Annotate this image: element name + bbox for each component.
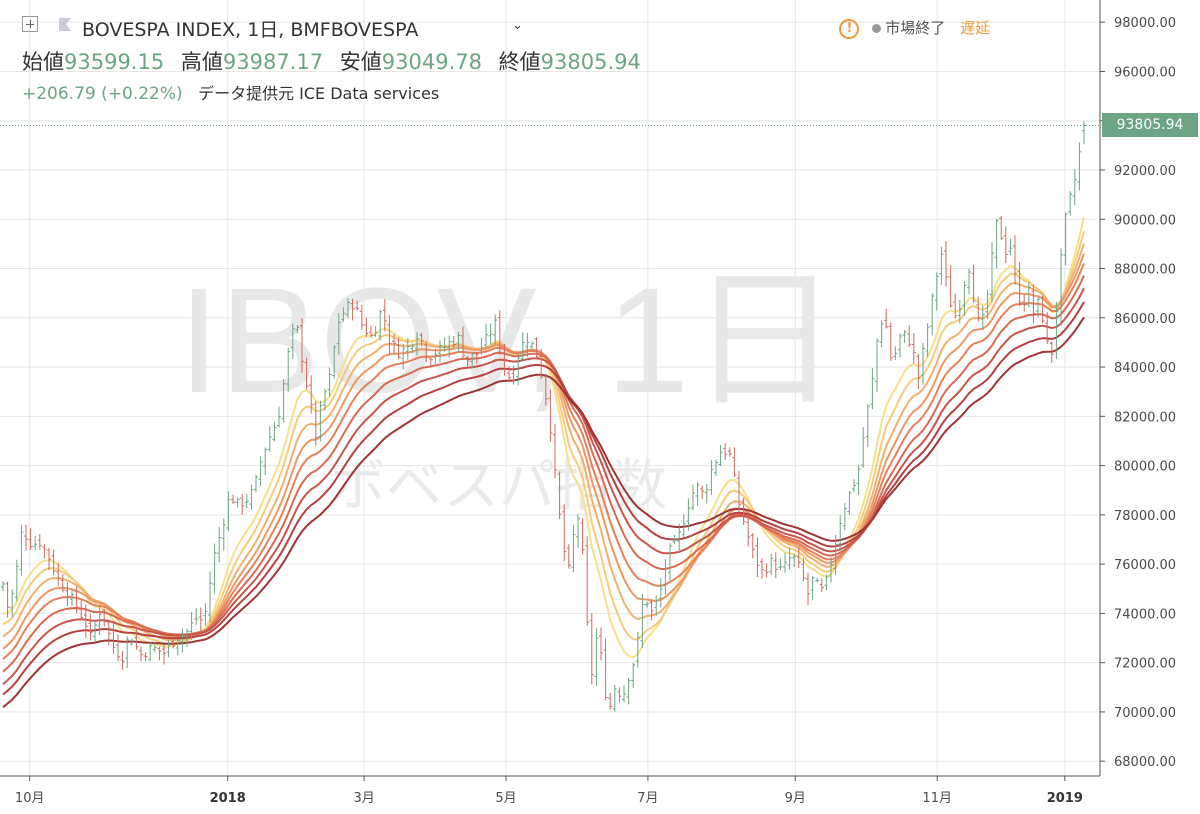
y-tick-label: 70000.00 [1114,706,1176,721]
change-value: +206.79 (+0.22%) [22,84,183,104]
ohlc-values: 始値93599.15 高値93987.17 安値93049.78 終値93805… [22,46,641,76]
y-tick-label: 76000.00 [1114,558,1176,573]
y-tick-label: 74000.00 [1114,607,1176,622]
y-tick-label: 72000.00 [1114,657,1176,672]
low-label: 安値 [339,50,382,74]
warning-icon[interactable]: ! [839,18,860,39]
y-tick-label: 90000.00 [1114,213,1176,228]
y-tick-label: 82000.00 [1114,410,1176,425]
x-tick-label: 3月 [353,791,374,806]
open-label: 始値 [22,50,64,74]
ma-line-ema9 [2,316,1085,708]
y-tick-label: 96000.00 [1114,65,1176,80]
y-tick-label: 78000.00 [1114,509,1176,524]
watermark: IBOV, 1日 ボベスパ指数 [178,256,839,519]
flag-icon [59,18,71,31]
chart-header: BOVESPA INDEX, 1日, BMFBOVESPA ⌄ 始値93599.… [0,0,1100,110]
x-tick-label: 11月 [922,791,952,806]
close-label: 終値 [498,50,541,74]
x-tick-label: 10月 [15,791,45,806]
data-source: データ提供元 ICE Data services [198,84,440,103]
y-tick-label: 84000.00 [1114,361,1176,376]
ma-line-ema8 [2,301,1085,696]
close-value: 93805.94 [540,50,641,74]
y-tick-label: 80000.00 [1114,460,1176,475]
watermark-symbol: IBOV, 1日 [178,256,839,424]
x-tick-label: 9月 [785,791,806,806]
y-tick-label: 68000.00 [1114,755,1176,770]
chevron-down-icon[interactable]: ⌄ [512,18,523,33]
grid-lines [0,0,1100,776]
x-axis[interactable]: 10月 2018 3月 5月 7月 9月 11月 2019 [15,776,1083,806]
symbol-title[interactable]: BOVESPA INDEX, 1日, BMFBOVESPA [82,19,419,41]
high-label: 高値 [180,50,223,74]
open-value: 93599.15 [64,50,165,74]
status-dot-icon [872,24,882,33]
last-price-tag: 93805.94 [1102,113,1198,138]
delayed-label[interactable]: 遅延 [959,19,990,37]
y-tick-label: 88000.00 [1114,263,1176,278]
market-status: ! 市場終了 遅延 [839,17,990,39]
change-row: +206.79 (+0.22%) データ提供元 ICE Data service… [22,80,439,104]
market-status-text: 市場終了 [885,19,946,37]
candlesticks [1,121,1086,712]
y-tick-label: 98000.00 [1114,16,1176,31]
x-tick-label: 5月 [495,791,516,806]
low-value: 93049.78 [381,50,482,74]
x-tick-label: 7月 [637,791,658,806]
expand-icon[interactable] [22,16,38,32]
x-tick-label: 2019 [1047,791,1083,806]
y-tick-label: 86000.00 [1114,312,1176,327]
ma-ribbon [2,217,1085,708]
x-tick-label: 2018 [210,791,246,806]
high-value: 93987.17 [222,50,324,74]
y-tick-label: 92000.00 [1114,164,1176,179]
